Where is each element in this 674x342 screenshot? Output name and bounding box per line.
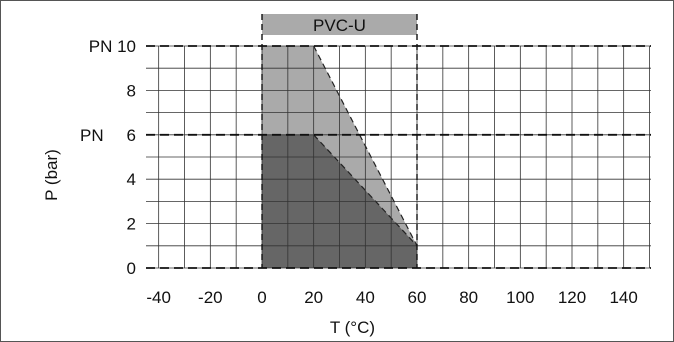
x-tick-label: 140 bbox=[609, 288, 637, 307]
x-tick-label: 120 bbox=[558, 288, 586, 307]
x-tick-label: 80 bbox=[459, 288, 478, 307]
x-tick-label: -20 bbox=[198, 288, 223, 307]
y-tick-labels: 0 2 4 6 8 PN 10 PN bbox=[80, 37, 136, 278]
y-tick-label: 2 bbox=[127, 215, 136, 234]
x-tick-label: -40 bbox=[146, 288, 171, 307]
y-tick-label: 4 bbox=[127, 170, 136, 189]
y-tick-label: 6 bbox=[127, 126, 136, 145]
y-tick-label: 8 bbox=[127, 81, 136, 100]
material-band-label: PVC-U bbox=[313, 16, 366, 35]
y-tick-label: PN 10 bbox=[89, 37, 136, 56]
x-tick-label: 40 bbox=[356, 288, 375, 307]
y-axis-title: P (bar) bbox=[42, 149, 61, 201]
x-axis-title: T (°C) bbox=[330, 318, 375, 337]
x-tick-labels: -40 -20 0 20 40 60 80 100 120 140 bbox=[146, 288, 637, 307]
reference-lines bbox=[146, 14, 651, 269]
y-tick-label: 0 bbox=[127, 259, 136, 278]
material-band-pvc-u bbox=[262, 14, 417, 35]
x-tick-label: 0 bbox=[257, 288, 266, 307]
y-extra-label: PN bbox=[80, 126, 104, 145]
x-tick-label: 100 bbox=[506, 288, 534, 307]
x-tick-label: 60 bbox=[408, 288, 427, 307]
x-tick-label: 20 bbox=[304, 288, 323, 307]
